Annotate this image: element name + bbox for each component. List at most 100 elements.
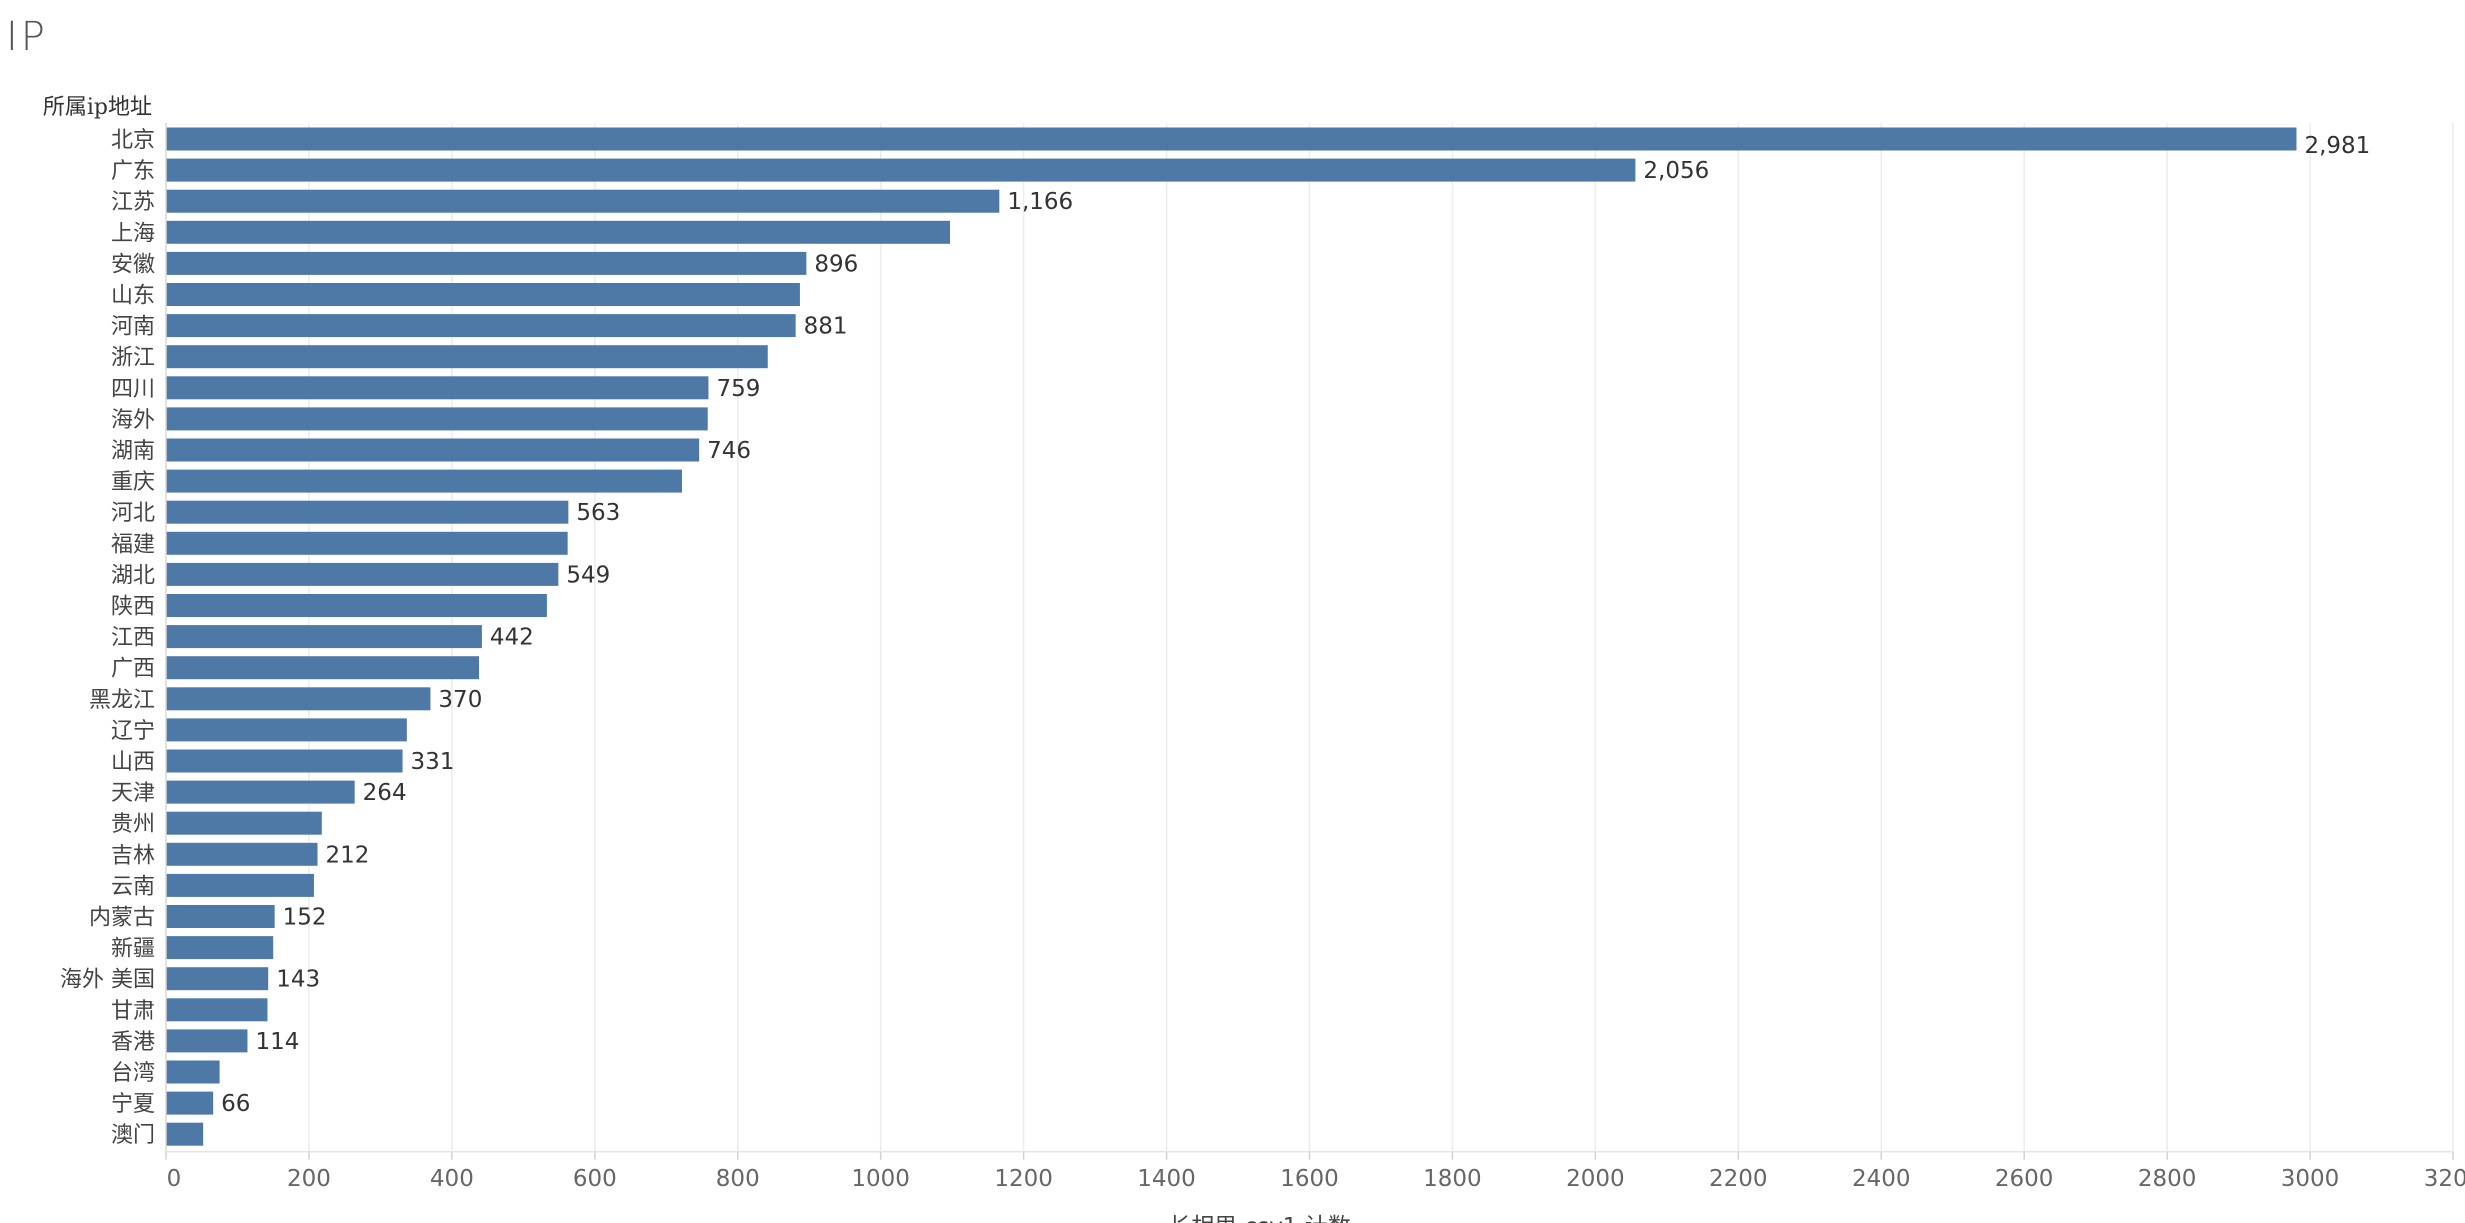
bar[interactable] xyxy=(166,842,318,866)
category-label: 新疆 xyxy=(111,937,155,962)
x-tick-label: 2400 xyxy=(1852,1166,1911,1192)
category-label: 江西 xyxy=(111,626,155,651)
bar[interactable] xyxy=(166,936,274,960)
data-label: 370 xyxy=(438,687,482,713)
bar[interactable] xyxy=(166,905,275,928)
x-tick-label: 2800 xyxy=(2138,1166,2197,1192)
category-label: 安徽 xyxy=(111,252,155,277)
x-tick-label: 2000 xyxy=(1566,1166,1625,1192)
category-label: 福建 xyxy=(111,532,155,557)
x-tick-label: 1600 xyxy=(1280,1166,1339,1192)
x-tick-label: 200 xyxy=(287,1166,331,1192)
x-tick-label: 1200 xyxy=(994,1166,1053,1192)
bar[interactable] xyxy=(166,376,709,400)
category-label: 重庆 xyxy=(111,470,155,495)
category-label: 甘肃 xyxy=(111,999,155,1024)
data-label: 212 xyxy=(326,842,370,868)
category-label: 台湾 xyxy=(111,1061,155,1086)
category-label: 江苏 xyxy=(111,190,155,215)
bar[interactable] xyxy=(166,780,355,804)
data-label: 896 xyxy=(814,251,858,277)
bar[interactable] xyxy=(166,1060,220,1084)
data-label: 114 xyxy=(255,1029,299,1055)
bar[interactable] xyxy=(166,656,480,680)
category-label: 宁夏 xyxy=(111,1092,155,1117)
bar[interactable] xyxy=(166,314,796,338)
bar[interactable] xyxy=(166,1029,248,1053)
data-label: 2,981 xyxy=(2304,133,2370,159)
category-label: 贵州 xyxy=(111,812,155,837)
bar[interactable] xyxy=(166,469,683,493)
bar[interactable] xyxy=(166,749,403,773)
x-tick-label: 1000 xyxy=(851,1166,910,1192)
data-label: 66 xyxy=(221,1091,250,1117)
y-axis-title: 所属ip地址 xyxy=(43,95,152,120)
bar[interactable] xyxy=(166,500,569,524)
data-label: 759 xyxy=(716,376,760,402)
x-axis: 所属ip地址 0 200 400 600 800 1000 1200 1400 1600 1800 2… xyxy=(43,95,2465,1223)
category-label: 山东 xyxy=(111,284,155,309)
bar[interactable] xyxy=(166,625,482,649)
bar[interactable] xyxy=(166,1091,214,1115)
bar[interactable] xyxy=(166,687,431,711)
data-label: 264 xyxy=(363,780,407,806)
data-label: 2,056 xyxy=(1643,158,1709,184)
bar[interactable] xyxy=(166,220,951,244)
bar[interactable] xyxy=(166,438,700,462)
data-label: 152 xyxy=(283,905,327,931)
x-tick-label: 2200 xyxy=(1709,1166,1768,1192)
category-label: 辽宁 xyxy=(111,719,155,744)
bar[interactable] xyxy=(166,283,800,306)
category-label: 海外 美国 xyxy=(60,968,155,993)
category-label: 上海 xyxy=(111,221,155,246)
bar[interactable] xyxy=(166,407,708,431)
category-label: 陕西 xyxy=(111,595,155,620)
category-label: 云南 xyxy=(111,874,155,899)
category-label: 广西 xyxy=(111,657,155,682)
category-label: 浙江 xyxy=(111,346,155,371)
bar[interactable] xyxy=(166,189,1000,213)
x-tick-label: 3200 xyxy=(2424,1166,2465,1192)
category-label: 天津 xyxy=(111,781,155,806)
bar[interactable] xyxy=(166,594,547,617)
x-axis-title: 长相思.csv1 计数 xyxy=(1168,1214,1351,1223)
x-tick-label: 0 xyxy=(167,1166,182,1192)
chart-title: IP xyxy=(6,14,48,60)
x-tick-label: 3000 xyxy=(2281,1166,2340,1192)
x-tick-label: 1800 xyxy=(1423,1166,1482,1192)
gridlines xyxy=(308,123,2454,1152)
data-label: 563 xyxy=(576,500,620,526)
category-label: 四川 xyxy=(111,377,155,402)
bar[interactable] xyxy=(166,718,407,742)
category-label: 广东 xyxy=(111,159,155,184)
x-tick-label: 600 xyxy=(573,1166,617,1192)
bar[interactable] xyxy=(166,873,314,897)
data-label: 143 xyxy=(276,967,320,993)
bar[interactable] xyxy=(166,127,2297,151)
bar[interactable] xyxy=(166,562,559,586)
bar[interactable] xyxy=(166,1122,204,1146)
bar[interactable] xyxy=(166,967,269,991)
bar[interactable] xyxy=(166,531,568,555)
category-label: 湖南 xyxy=(111,439,155,464)
data-label: 331 xyxy=(411,749,455,775)
category-label: 河南 xyxy=(111,315,155,340)
category-label: 内蒙古 xyxy=(89,906,155,931)
bar[interactable] xyxy=(166,345,768,369)
bar[interactable] xyxy=(166,998,268,1022)
category-label: 黑龙江 xyxy=(89,688,155,713)
bar[interactable] xyxy=(166,158,1636,182)
category-label: 河北 xyxy=(111,501,155,526)
bar[interactable] xyxy=(166,811,322,835)
category-label: 湖北 xyxy=(111,563,155,588)
x-tick-label: 400 xyxy=(430,1166,474,1192)
data-label: 549 xyxy=(566,562,610,588)
x-tick-label: 800 xyxy=(716,1166,760,1192)
bar[interactable] xyxy=(166,251,807,275)
data-label: 442 xyxy=(490,625,534,651)
data-label: 746 xyxy=(707,438,751,464)
bars xyxy=(166,127,2297,1146)
category-label: 香港 xyxy=(111,1030,155,1055)
